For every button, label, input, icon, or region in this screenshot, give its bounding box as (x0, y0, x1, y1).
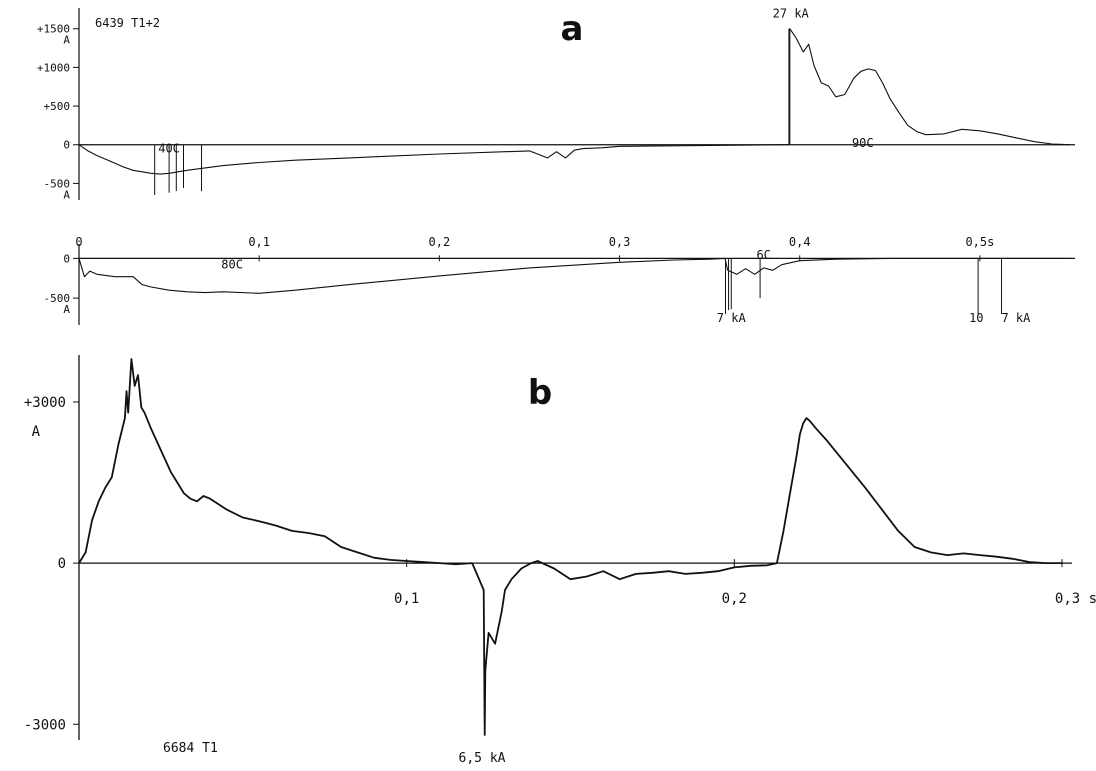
panel-b-annotation: 6,5 kA (459, 751, 506, 766)
panel-a-top-annotation: 90C (852, 136, 874, 150)
panel-b-x-tick-label: 0,3 s (1055, 591, 1096, 607)
panel-a-bottom-x-tick-label: 0,2 (429, 235, 451, 249)
panel-a-bottom-x-tick-label: 0,1 (248, 235, 270, 249)
panel-a-bottom-annotation: 7 kA (717, 311, 747, 325)
panel-a-bottom-annotation: 10 (969, 311, 983, 325)
panel-a-bottom-y-tick-label: -500 (44, 292, 71, 305)
panel-a-bottom-annotation: 80C (221, 258, 243, 272)
panel-a-top-y-tick-label: -500 (44, 177, 71, 190)
panel-b-y-tick-label: 0 (58, 556, 66, 572)
panel-a-top-y-tick-label: +1000 (37, 61, 70, 74)
panel-a-bottom-y-tick-label: 0 (63, 252, 70, 265)
panel-b-x-tick-label: 0,2 (722, 591, 747, 607)
panel-b-series-0 (78, 358, 1062, 736)
panel-a-label: a (561, 9, 584, 49)
panel-a-top-y-unit-upper: A (63, 34, 70, 47)
panel-a-bottom-series-0 (78, 257, 1070, 294)
panel-a-shot-id: 6439 T1+2 (95, 16, 160, 30)
panel-b-shot-id: 6684 T1 (163, 741, 218, 756)
panel-a-top-y-tick-label: +500 (44, 100, 71, 113)
panel-a-bottom-y-unit: A (63, 303, 70, 316)
panel-b-x-tick-label: 0,1 (394, 591, 419, 607)
panel-a-top-annotation: 40C (158, 142, 180, 156)
panel-a-top-y-unit-lower: A (63, 188, 70, 201)
panel-a-bottom-x-tick-label: 0,5s (965, 235, 994, 249)
panel-a-bottom-x-tick-label: 0,3 (609, 235, 631, 249)
panel-b-y-tick-label: +3000 (24, 395, 66, 411)
panel-a-bottom-x-tick-label: 0 (75, 235, 82, 249)
panel-a-top-y-tick-label: 0 (63, 139, 70, 152)
panel-a-top-series-1 (789, 28, 1071, 146)
panel-a-bottom-x-tick-label: 0,4 (789, 235, 811, 249)
panel-a-top-y-tick-label: +1500 (37, 23, 70, 36)
panel-a-top-annotation: 27 kA (773, 6, 810, 20)
panel-b-y-tick-label: -3000 (24, 717, 66, 733)
panel-b-label: b (528, 373, 552, 413)
panel-a-bottom-annotation: 6C (756, 248, 770, 262)
panel-a-bottom-annotation: 7 kA (1001, 311, 1031, 325)
panel-a-top-series-0 (78, 144, 789, 175)
panel-b-y-unit: A (32, 424, 41, 440)
